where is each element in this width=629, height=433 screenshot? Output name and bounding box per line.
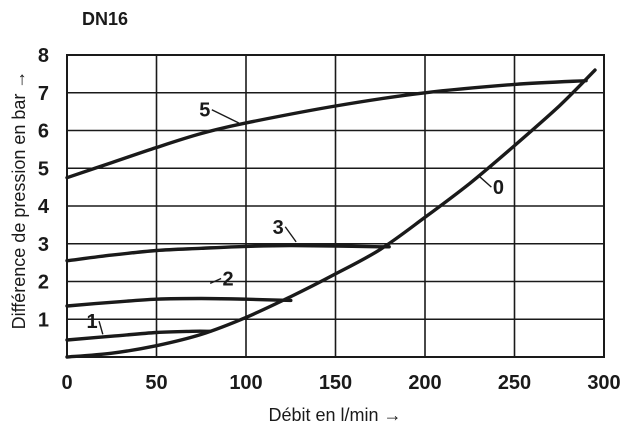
curve-label-3: 3 — [273, 217, 284, 239]
curve-label-0: 0 — [493, 177, 504, 199]
x-tick-label-1: 50 — [145, 372, 167, 394]
x-tick-label-3: 150 — [319, 372, 352, 394]
curve-label-2: 2 — [223, 268, 234, 290]
y-tick-label-2: 3 — [38, 234, 49, 256]
x-tick-label-5: 250 — [498, 372, 531, 394]
chart-title: DN16 — [82, 9, 128, 29]
curve-leader-1 — [98, 320, 104, 335]
curve-leader-0 — [478, 175, 492, 188]
x-tick-label-2: 100 — [229, 372, 262, 394]
curve-label-1: 1 — [86, 311, 97, 333]
curve-leader-2 — [209, 277, 222, 285]
y-tick-label-0: 1 — [38, 309, 49, 331]
series-line-3 — [65, 243, 391, 263]
series-line-1 — [65, 329, 212, 342]
x-axis-label: Débit en l/min → — [268, 405, 401, 425]
grid — [67, 55, 604, 357]
series-line-0 — [65, 68, 597, 359]
series-group — [65, 68, 597, 359]
y-tick-label-4: 5 — [38, 158, 49, 180]
x-tick-label-0: 0 — [61, 372, 72, 394]
x-tick-label-6: 300 — [587, 372, 620, 394]
plot-frame — [66, 54, 605, 358]
y-tick-label-3: 4 — [38, 196, 50, 218]
y-tick-label-6: 7 — [38, 83, 49, 105]
curve-leader-5 — [211, 109, 240, 124]
y-tick-label-1: 2 — [38, 272, 49, 294]
y-axis-label: Différence de pression en bar → — [9, 71, 29, 330]
curve-labels: 0 1 2 3 5 — [86, 100, 504, 335]
curve-leader-3 — [284, 226, 297, 243]
y-tick-label-5: 6 — [38, 121, 49, 143]
y-tick-label-7: 8 — [38, 45, 49, 67]
x-tick-label-4: 200 — [408, 372, 441, 394]
series-line-2 — [65, 296, 293, 308]
curve-label-5: 5 — [199, 100, 210, 122]
series-line-5 — [65, 79, 588, 180]
